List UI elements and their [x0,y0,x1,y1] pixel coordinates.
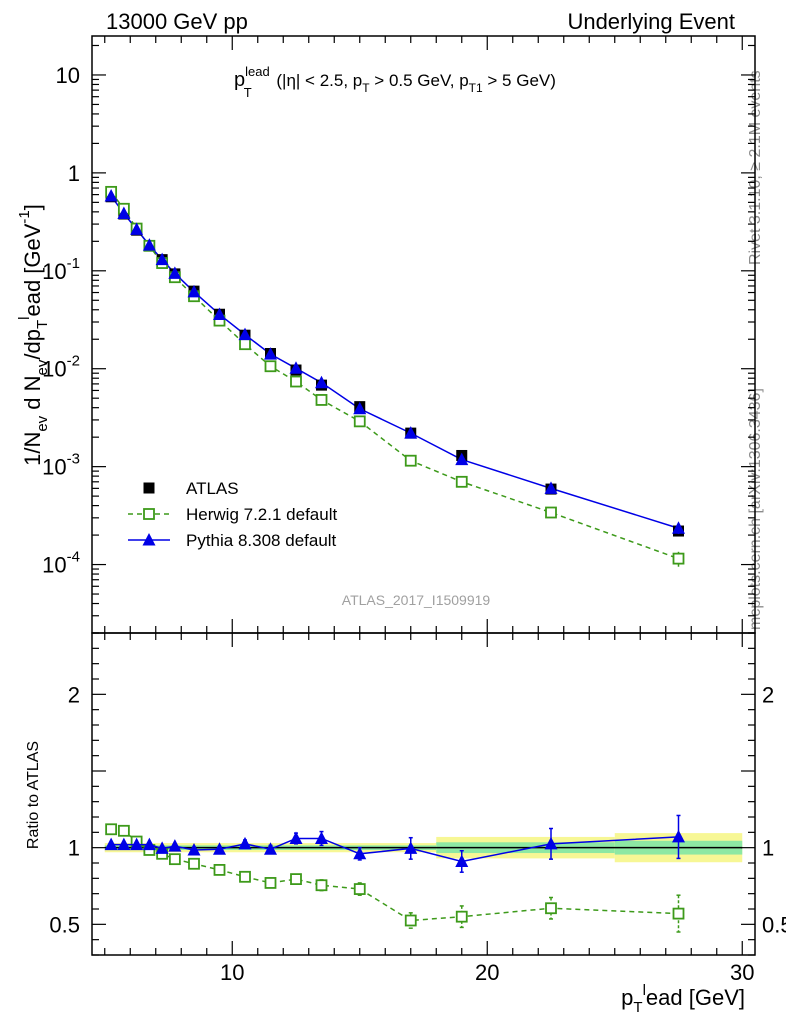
legend-marker-pythia [142,533,156,546]
ratio-point-herwig [353,883,366,895]
y-tick-label: 10 [56,63,80,88]
ratio-point-herwig [105,823,118,836]
x-tick-label: 20 [475,960,499,985]
main-title: plead T (|η| < 2.5, pT > 0.5 GeV, pT1 > 5… [234,64,556,100]
ratio-point-pythia [104,837,118,851]
x-axis-label: pTlead [GeV] [621,982,745,1016]
x-tick-label: 10 [220,960,244,985]
ratio-point-pythia [289,831,303,844]
ratio-point-herwig [455,910,468,923]
data-point-pythia [142,238,156,251]
legend-label-atlas: ATLAS [186,479,239,498]
ratio-point-herwig [404,914,417,927]
ratio-y-tick-label-right: 2 [762,682,774,707]
data-point-pythia [130,222,144,235]
ratio-point-pythia [264,842,277,855]
ratio-point-pythia [238,836,252,850]
legend-marker-atlas [143,482,155,494]
data-point-pythia [213,307,226,320]
data-point-herwig [545,506,557,519]
ratio-y-tick-label-left: 1 [68,836,80,861]
data-point-herwig [404,454,417,467]
x-tick-label: 30 [730,960,754,985]
ratio-point-herwig [290,873,302,885]
series-line-herwig [110,191,679,560]
data-point-herwig [455,475,468,488]
data-point-herwig [264,360,277,373]
data-point-pythia [155,252,169,266]
legend: ATLAS Herwig 7.2.1 default Pythia 8.308 de… [128,479,337,550]
data-point-pythia [404,426,418,439]
data-point-pythia [168,266,182,279]
header-left: 13000 GeV pp [106,9,248,34]
y-tick-label: 1 [68,161,80,186]
ratio-y-tick-label-left: 0.5 [49,912,80,937]
data-point-pythia [672,521,685,534]
legend-label-herwig: Herwig 7.2.1 default [186,505,337,524]
data-point-pythia [104,189,118,202]
data-point-pythia [315,375,328,389]
ratio-point-pythia [130,837,144,851]
data-point-pythia [455,452,469,466]
ratio-panel: 0.5 0.5 1 1 2 2 10 20 30 Ratio to ATLAS pTlead [… [25,632,786,1016]
ratio-point-pythia [168,839,182,852]
analysis-label: ATLAS_2017_I1509919 [342,592,491,608]
y-tick-label: 10-3 [42,451,80,480]
ratio-point-herwig [213,864,226,876]
data-point-herwig [353,415,366,428]
ratio-point-pythia [404,841,418,854]
ratio-point-pythia [353,846,367,860]
ratio-point-pythia [155,841,169,854]
main-panel: 10-4 10-3 10-2 10-1 1 10 plead T (|η| < 2.5, p… [16,35,756,634]
data-point-herwig [315,394,328,406]
main-y-axis-label: 1/Nev d Nev/dpTlead [GeV-1] [16,204,51,466]
data-point-herwig [239,338,251,351]
data-point-pythia [117,206,131,219]
ratio-point-pythia [213,842,226,855]
data-point-herwig [672,552,685,565]
ratio-y-tick-label-right: 1 [762,836,774,861]
ratio-point-herwig [239,870,251,883]
data-point-pythia [238,327,252,341]
data-point-herwig [290,375,302,388]
data-point-pythia [264,347,277,360]
ratio-point-herwig [264,877,277,889]
ratio-point-herwig [545,902,557,915]
ratio-y-axis-label: Ratio to ATLAS [25,741,42,849]
ratio-point-pythia [455,854,469,867]
ratio-y-tick-label-left: 2 [68,682,80,707]
y-tick-label: 10-4 [42,549,80,578]
data-point-pythia [353,401,367,415]
y-tick-label: 10-2 [42,353,80,382]
data-point-pythia [187,284,201,298]
ratio-point-herwig [672,907,685,920]
ratio-point-herwig [168,853,181,866]
ratio-point-pythia [672,829,685,843]
legend-marker-herwig [143,508,155,520]
ratio-point-herwig [315,879,328,892]
y-tick-label: 10-1 [42,255,80,284]
ratio-point-herwig [117,824,130,837]
ratio-point-herwig [188,857,200,870]
ratio-point-pythia [544,836,558,850]
data-point-pythia [544,481,558,494]
ratio-point-pythia [142,837,156,851]
ratio-frame [91,632,756,956]
ratio-point-pythia [187,842,201,856]
header-right: Underlying Event [567,9,735,34]
legend-label-pythia: Pythia 8.308 default [186,531,337,550]
ratio-point-pythia [315,831,328,844]
ratio-y-tick-label-right: 0.5 [762,912,786,937]
ratio-point-pythia [117,837,131,851]
data-point-pythia [289,361,303,374]
